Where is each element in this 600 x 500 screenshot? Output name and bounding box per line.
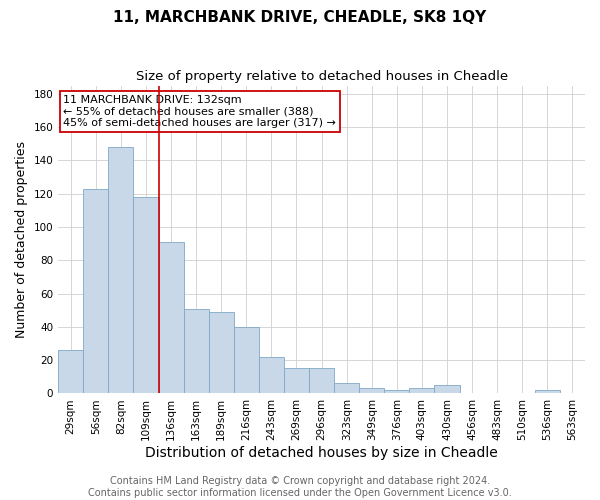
X-axis label: Distribution of detached houses by size in Cheadle: Distribution of detached houses by size … <box>145 446 498 460</box>
Bar <box>234 327 259 394</box>
Bar <box>209 312 234 394</box>
Bar <box>158 242 184 394</box>
Bar <box>359 388 385 394</box>
Bar <box>133 197 158 394</box>
Text: 11 MARCHBANK DRIVE: 132sqm
← 55% of detached houses are smaller (388)
45% of sem: 11 MARCHBANK DRIVE: 132sqm ← 55% of deta… <box>64 95 337 128</box>
Text: 11, MARCHBANK DRIVE, CHEADLE, SK8 1QY: 11, MARCHBANK DRIVE, CHEADLE, SK8 1QY <box>113 10 487 25</box>
Bar <box>109 147 133 394</box>
Bar <box>385 390 409 394</box>
Title: Size of property relative to detached houses in Cheadle: Size of property relative to detached ho… <box>136 70 508 83</box>
Bar <box>434 385 460 394</box>
Bar <box>309 368 334 394</box>
Bar <box>409 388 434 394</box>
Bar <box>184 308 209 394</box>
Bar <box>58 350 83 394</box>
Bar <box>259 357 284 394</box>
Y-axis label: Number of detached properties: Number of detached properties <box>15 141 28 338</box>
Bar <box>334 384 359 394</box>
Text: Contains HM Land Registry data © Crown copyright and database right 2024.
Contai: Contains HM Land Registry data © Crown c… <box>88 476 512 498</box>
Bar <box>284 368 309 394</box>
Bar <box>83 188 109 394</box>
Bar <box>535 390 560 394</box>
